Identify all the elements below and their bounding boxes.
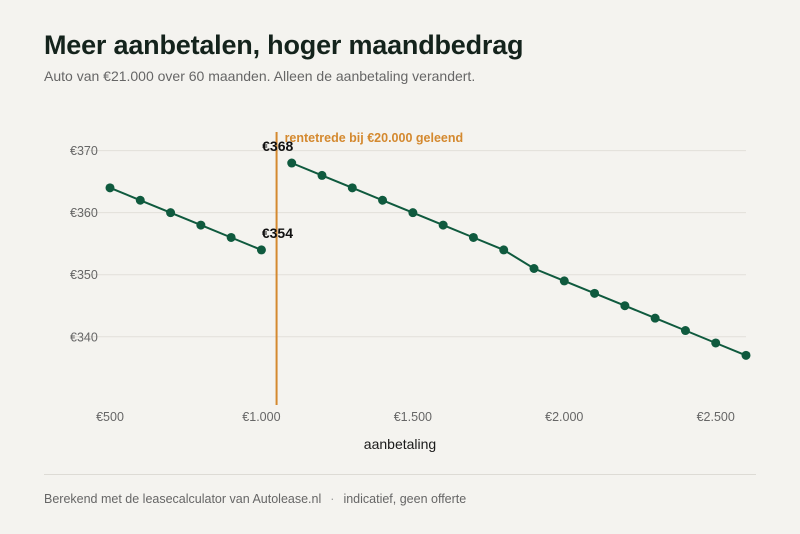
data-point (680, 326, 690, 336)
x-axis-label: aanbetaling (364, 436, 436, 452)
threshold-label: rentetrede bij €20.000 geleend (285, 131, 464, 145)
data-point (166, 208, 176, 218)
data-point (408, 208, 418, 218)
series-line-segment (291, 162, 747, 357)
series-line-segment (109, 186, 262, 251)
data-point (499, 245, 509, 255)
data-point (256, 245, 266, 255)
data-point (317, 170, 327, 180)
line-chart: €340 €350 €360 €370 €500 €1.000 €1.500 €2.000 €2… (70, 131, 751, 452)
data-label: €368 (262, 138, 293, 154)
footer-separator: · (330, 492, 335, 506)
data-point (529, 264, 539, 273)
data-point (378, 195, 388, 205)
x-tick-label: €2.000 (545, 410, 583, 424)
disclaimer-note: indicatief, geen offerte (343, 492, 467, 506)
data-point (105, 183, 115, 193)
data-point (711, 338, 721, 348)
data-point (590, 288, 600, 298)
data-point (650, 313, 660, 323)
data-point (347, 183, 357, 193)
y-tick-label: €370 (70, 144, 98, 158)
data-point (287, 158, 297, 168)
data-point (559, 276, 569, 286)
data-point (196, 220, 206, 230)
x-tick-label: €1.500 (394, 410, 432, 424)
x-tick-label: €500 (96, 410, 124, 424)
data-point (438, 220, 448, 230)
data-point (135, 195, 145, 205)
source-note: Berekend met de leasecalculator van Auto… (44, 492, 322, 506)
data-label: €354 (262, 225, 293, 241)
y-tick-label: €350 (70, 268, 98, 282)
data-point (226, 232, 236, 242)
y-tick-label: €340 (70, 330, 98, 344)
data-point (741, 350, 751, 360)
footer-divider (44, 474, 756, 475)
chart-subtitle: Auto van €21.000 over 60 maanden. Alleen… (44, 68, 476, 84)
data-point (620, 301, 630, 311)
x-tick-label: €2.500 (697, 410, 735, 424)
y-tick-label: €360 (70, 206, 98, 220)
footer: Berekend met de leasecalculator van Auto… (44, 492, 466, 506)
data-point (468, 232, 478, 242)
chart-title: Meer aanbetalen, hoger maandbedrag (44, 30, 524, 60)
x-tick-label: €1.000 (242, 410, 280, 424)
